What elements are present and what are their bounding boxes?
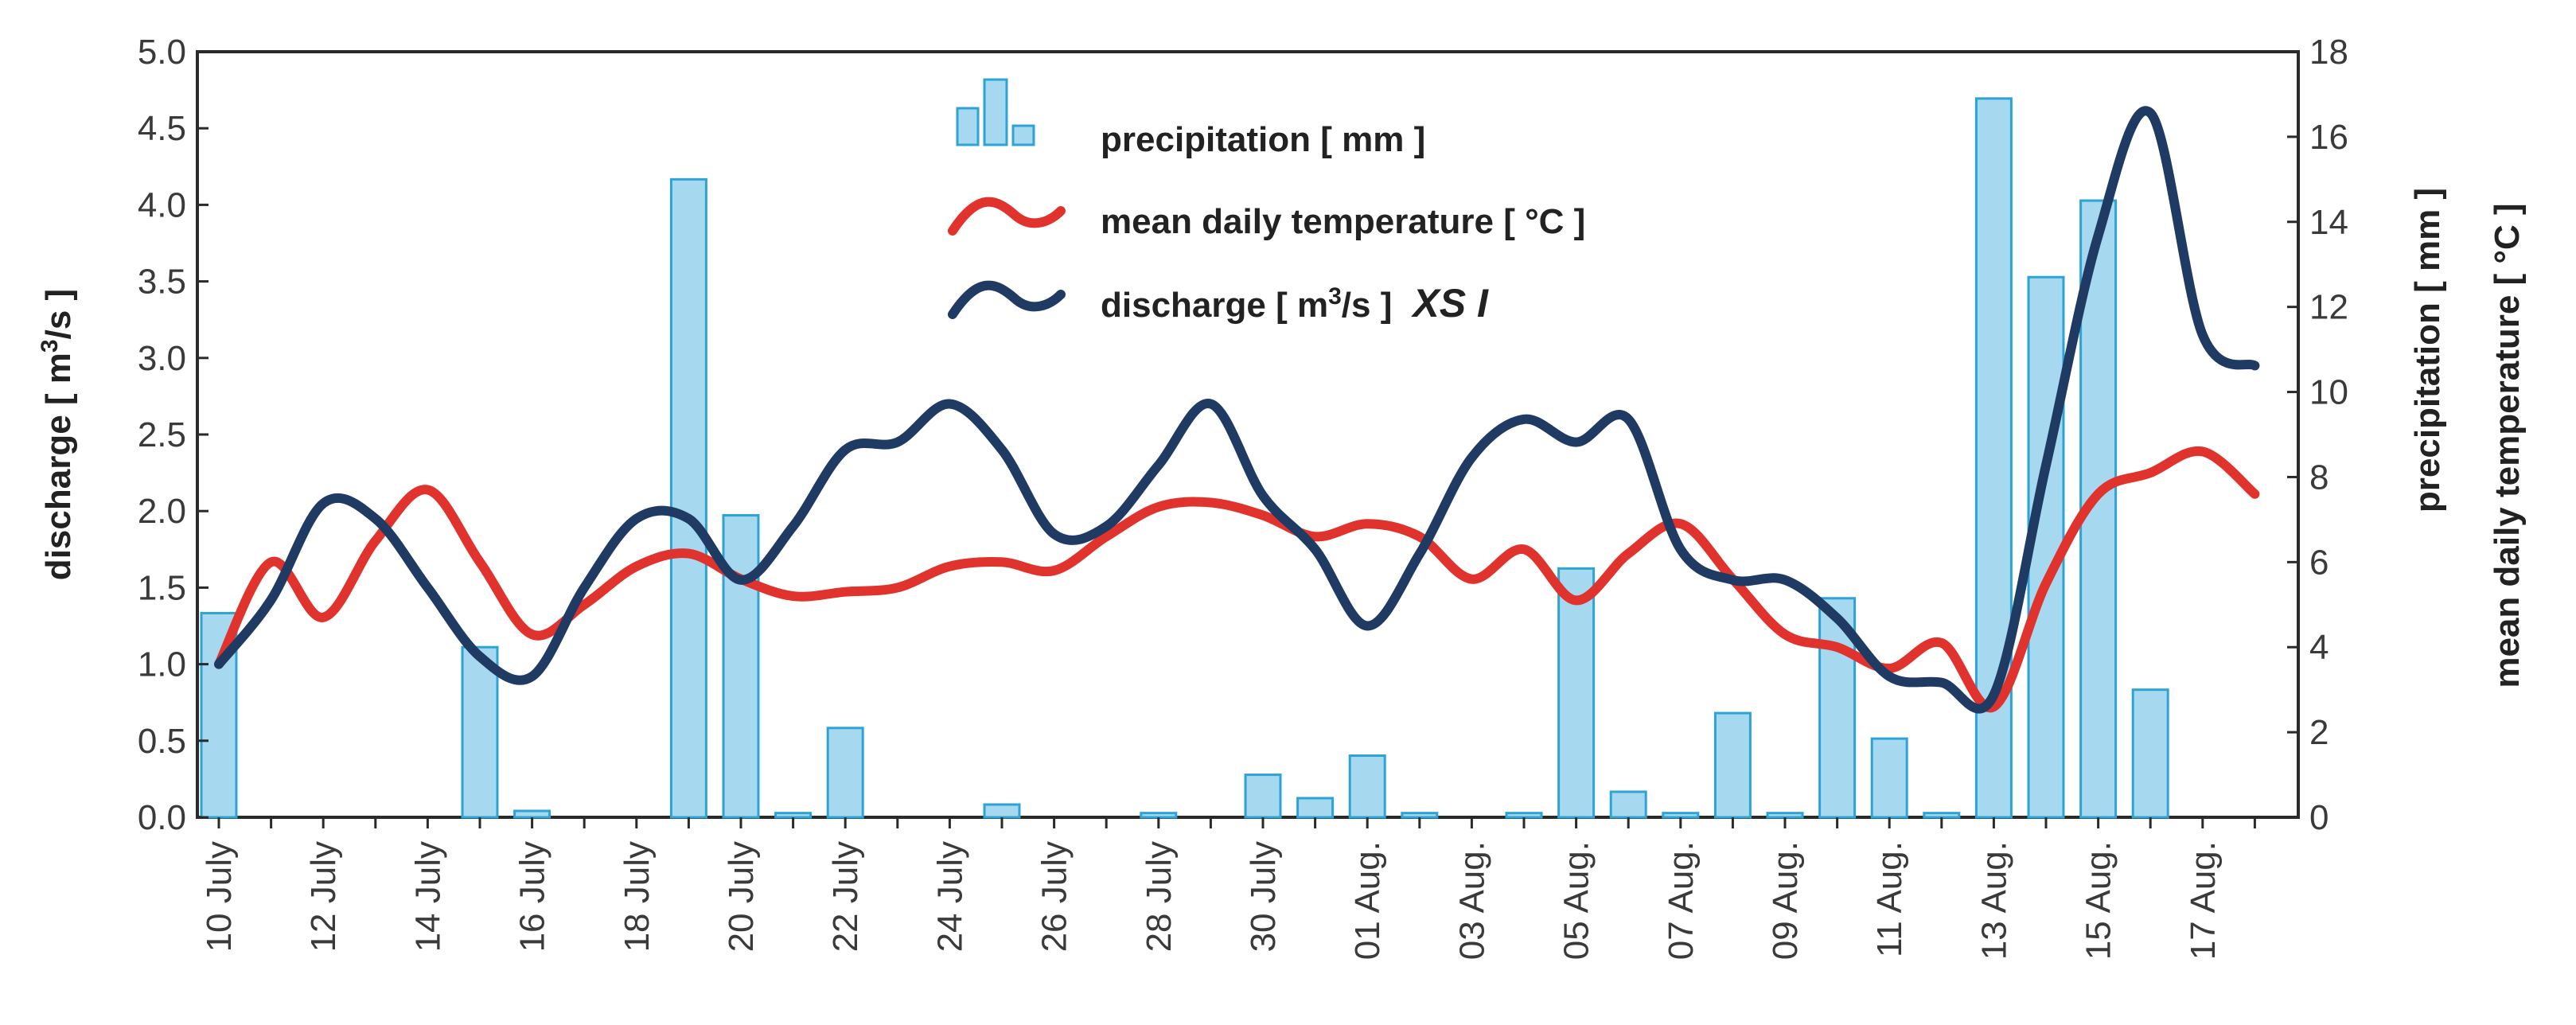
x-tick-label: 03 Aug. — [1452, 841, 1491, 960]
right-tick-label: 18 — [2309, 33, 2348, 72]
left-tick-label: 3.5 — [138, 263, 186, 302]
legend-discharge-icon — [948, 280, 1066, 319]
x-tick-label: 13 Aug. — [1974, 841, 2013, 960]
precipitation-bar — [1296, 797, 1335, 819]
right-tick-label: 14 — [2309, 203, 2348, 242]
precipitation-bar — [2131, 688, 2169, 819]
precipitation-bar — [1505, 812, 1543, 819]
legend-discharge-xs: XS I — [1410, 281, 1489, 325]
precipitation-bar — [1557, 567, 1596, 819]
precipitation-bar — [1401, 812, 1439, 819]
series-lines — [214, 106, 2260, 714]
legend-precipitation-label: precipitation [ mm ] — [1101, 120, 1425, 159]
left-axis-title-unit-sup: 3 — [37, 339, 63, 353]
precipitation-bar — [826, 727, 864, 819]
legend-temperature-label: mean daily temperature [ °C ] — [1101, 202, 1585, 241]
precipitation-bar — [2027, 275, 2065, 819]
left-tick-label: 2.5 — [138, 415, 186, 454]
legend-discharge-label: discharge [ m3/s ] XS I — [1101, 281, 1489, 325]
left-tick-label: 1.5 — [138, 568, 186, 607]
right-tick-label: 8 — [2309, 458, 2329, 497]
x-tick-label: 05 Aug. — [1557, 841, 1596, 960]
precipitation-bar — [983, 803, 1021, 819]
precipitation-bar — [1609, 790, 1647, 819]
right-tick-label: 10 — [2309, 373, 2348, 412]
x-tick-label: 01 Aug. — [1348, 841, 1387, 960]
x-tick-label: 22 July — [826, 841, 865, 952]
x-tick-label: 09 Aug. — [1766, 841, 1805, 960]
legend-discharge-pre: discharge [ m — [1101, 286, 1328, 325]
left-tick-label: 4.5 — [138, 109, 186, 148]
left-tick-label: 0.5 — [138, 722, 186, 761]
left-axis-title: discharge [ m3/s ] — [37, 289, 78, 580]
right-tick-label: 0 — [2309, 798, 2329, 837]
precipitation-bar — [1244, 774, 1282, 819]
legend-precipitation-icon — [956, 78, 1035, 146]
precipitation-bar — [1923, 812, 1961, 819]
left-axis-title-unit-pre: [ m — [39, 353, 78, 405]
x-tick-label: 15 Aug. — [2079, 841, 2118, 960]
precipitation-bar — [1870, 737, 1908, 819]
legend: precipitation [ mm ] mean daily temperat… — [948, 78, 1585, 325]
right-tick-label: 16 — [2309, 118, 2348, 157]
x-tick-label: 26 July — [1035, 841, 1074, 952]
right-axis: 0 2 4 6 8 10 12 14 16 18 — [2287, 33, 2348, 837]
x-tick-label: 11 Aug. — [1870, 841, 1909, 957]
left-tick-label: 4.0 — [138, 185, 186, 224]
right-axis-title-temperature: mean daily temperature [ °C ] — [2488, 203, 2527, 688]
right-tick-label: 2 — [2309, 713, 2329, 752]
x-tick-label: 20 July — [722, 841, 761, 952]
legend-discharge-post: /s ] — [1342, 286, 1393, 325]
x-tick-label: 10 July — [200, 841, 239, 952]
precipitation-bar — [1766, 812, 1804, 819]
x-tick-label: 07 Aug. — [1662, 841, 1701, 960]
left-axis-title-spacer — [39, 405, 78, 415]
right-axis-title-precipitation: precipitation [ mm ] — [2408, 188, 2447, 512]
x-tick-label: 28 July — [1140, 841, 1179, 952]
left-axis: 0.0 0.5 1.0 1.5 2.0 2.5 3.0 3.5 4.0 4.5 5.0 — [138, 33, 208, 837]
precipitation-bar — [774, 812, 813, 819]
x-axis: 10 July 12 July 14 July 16 July 18 July 20 Ju… — [200, 817, 2256, 960]
x-tick-label: 18 July — [618, 841, 657, 952]
right-tick-label: 12 — [2309, 288, 2348, 327]
x-tick-label: 12 July — [304, 841, 343, 952]
left-tick-label: 2.0 — [138, 492, 186, 531]
left-tick-label: 3.0 — [138, 339, 186, 378]
x-tick-label: 30 July — [1244, 841, 1283, 952]
x-tick-label: 17 Aug. — [2184, 841, 2223, 960]
precipitation-bar — [722, 514, 760, 819]
left-tick-label: 1.0 — [138, 645, 186, 684]
left-tick-label: 5.0 — [138, 33, 186, 72]
legend-temperature-icon — [948, 197, 1066, 236]
x-tick-label: 16 July — [513, 841, 552, 952]
x-tick-label: 24 July — [930, 841, 969, 952]
left-axis-title-unit-post: /s ] — [39, 289, 78, 340]
precipitation-bar — [513, 809, 551, 819]
legend-discharge-sup: 3 — [1328, 283, 1342, 310]
left-tick-label: 0.0 — [138, 798, 186, 837]
left-axis-title-label: discharge — [39, 415, 78, 580]
precipitation-bar — [1140, 812, 1178, 819]
discharge-line — [214, 106, 2260, 714]
precipitation-bar — [1348, 754, 1386, 819]
precipitation-bar — [1662, 812, 1700, 819]
right-tick-label: 4 — [2309, 628, 2329, 667]
precipitation-bar — [669, 177, 707, 819]
precipitation-bar — [1713, 711, 1752, 819]
x-tick-label: 14 July — [408, 841, 447, 952]
temperature-line — [214, 446, 2260, 713]
right-tick-label: 6 — [2309, 543, 2329, 582]
